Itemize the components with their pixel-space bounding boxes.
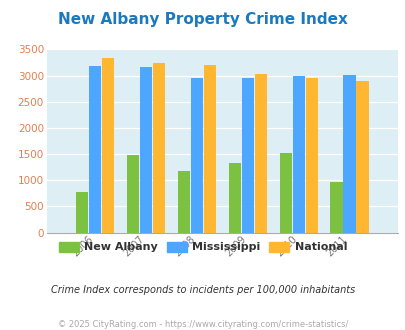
- Bar: [126, 155, 139, 233]
- Bar: [76, 192, 88, 233]
- Text: Crime Index corresponds to incidents per 100,000 inhabitants: Crime Index corresponds to incidents per…: [51, 285, 354, 295]
- Bar: [343, 75, 355, 233]
- Text: New Albany Property Crime Index: New Albany Property Crime Index: [58, 12, 347, 26]
- Bar: [254, 74, 266, 233]
- Bar: [228, 163, 240, 233]
- Bar: [292, 76, 304, 233]
- Bar: [241, 78, 253, 233]
- Bar: [102, 58, 114, 233]
- Bar: [356, 82, 368, 233]
- Bar: [330, 182, 342, 233]
- Bar: [139, 67, 151, 233]
- Bar: [203, 65, 215, 233]
- Text: © 2025 CityRating.com - https://www.cityrating.com/crime-statistics/: © 2025 CityRating.com - https://www.city…: [58, 320, 347, 329]
- Bar: [152, 63, 164, 233]
- Bar: [89, 66, 101, 233]
- Bar: [279, 152, 291, 233]
- Bar: [190, 78, 202, 233]
- Bar: [177, 171, 190, 233]
- Legend: New Albany, Mississippi, National: New Albany, Mississippi, National: [54, 237, 351, 257]
- Bar: [305, 78, 317, 233]
